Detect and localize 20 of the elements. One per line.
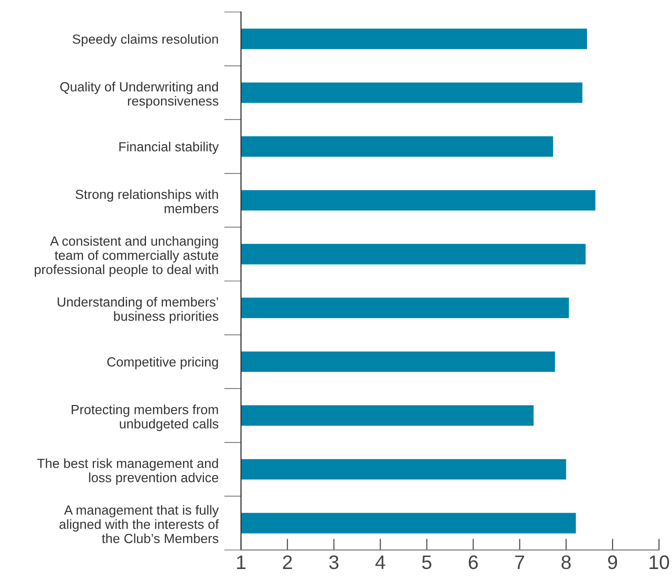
y-tick-label: Financial stability bbox=[119, 142, 219, 154]
x-tick-label: 7 bbox=[515, 556, 524, 569]
x-tick-label: 4 bbox=[375, 556, 386, 569]
x-tick-label: 8 bbox=[562, 555, 571, 570]
y-tick-label: Quality of Underwriting and responsiveness bbox=[60, 82, 218, 108]
y-tick-label: A consistent and unchanging team of commercially astute professional people to deal with bbox=[34, 236, 218, 277]
y-tick-label: Protecting members from unbudgeted calls bbox=[72, 404, 218, 432]
y-tick-label: A management that is fully aligned with the interests of the Club’s Members bbox=[59, 505, 219, 544]
x-tick-label: 9 bbox=[608, 555, 618, 570]
x-tick-label: 3 bbox=[329, 555, 338, 570]
x-tick-label: 2 bbox=[283, 555, 292, 569]
y-tick-label: The best risk management and loss prevention advice bbox=[37, 458, 218, 485]
y-tick-label: Speedy claims resolution bbox=[72, 34, 218, 46]
x-tick-label: 10 bbox=[650, 555, 670, 570]
x-tick-label: 5 bbox=[422, 556, 432, 570]
y-tick-label: Strong relationships with members bbox=[76, 189, 218, 214]
y-tick-label: Understanding of members’ business priorities bbox=[58, 296, 218, 324]
x-tick-label: 1 bbox=[237, 556, 246, 569]
x-tick-label: 6 bbox=[468, 555, 478, 570]
y-tick-label: Competitive pricing bbox=[107, 356, 218, 370]
